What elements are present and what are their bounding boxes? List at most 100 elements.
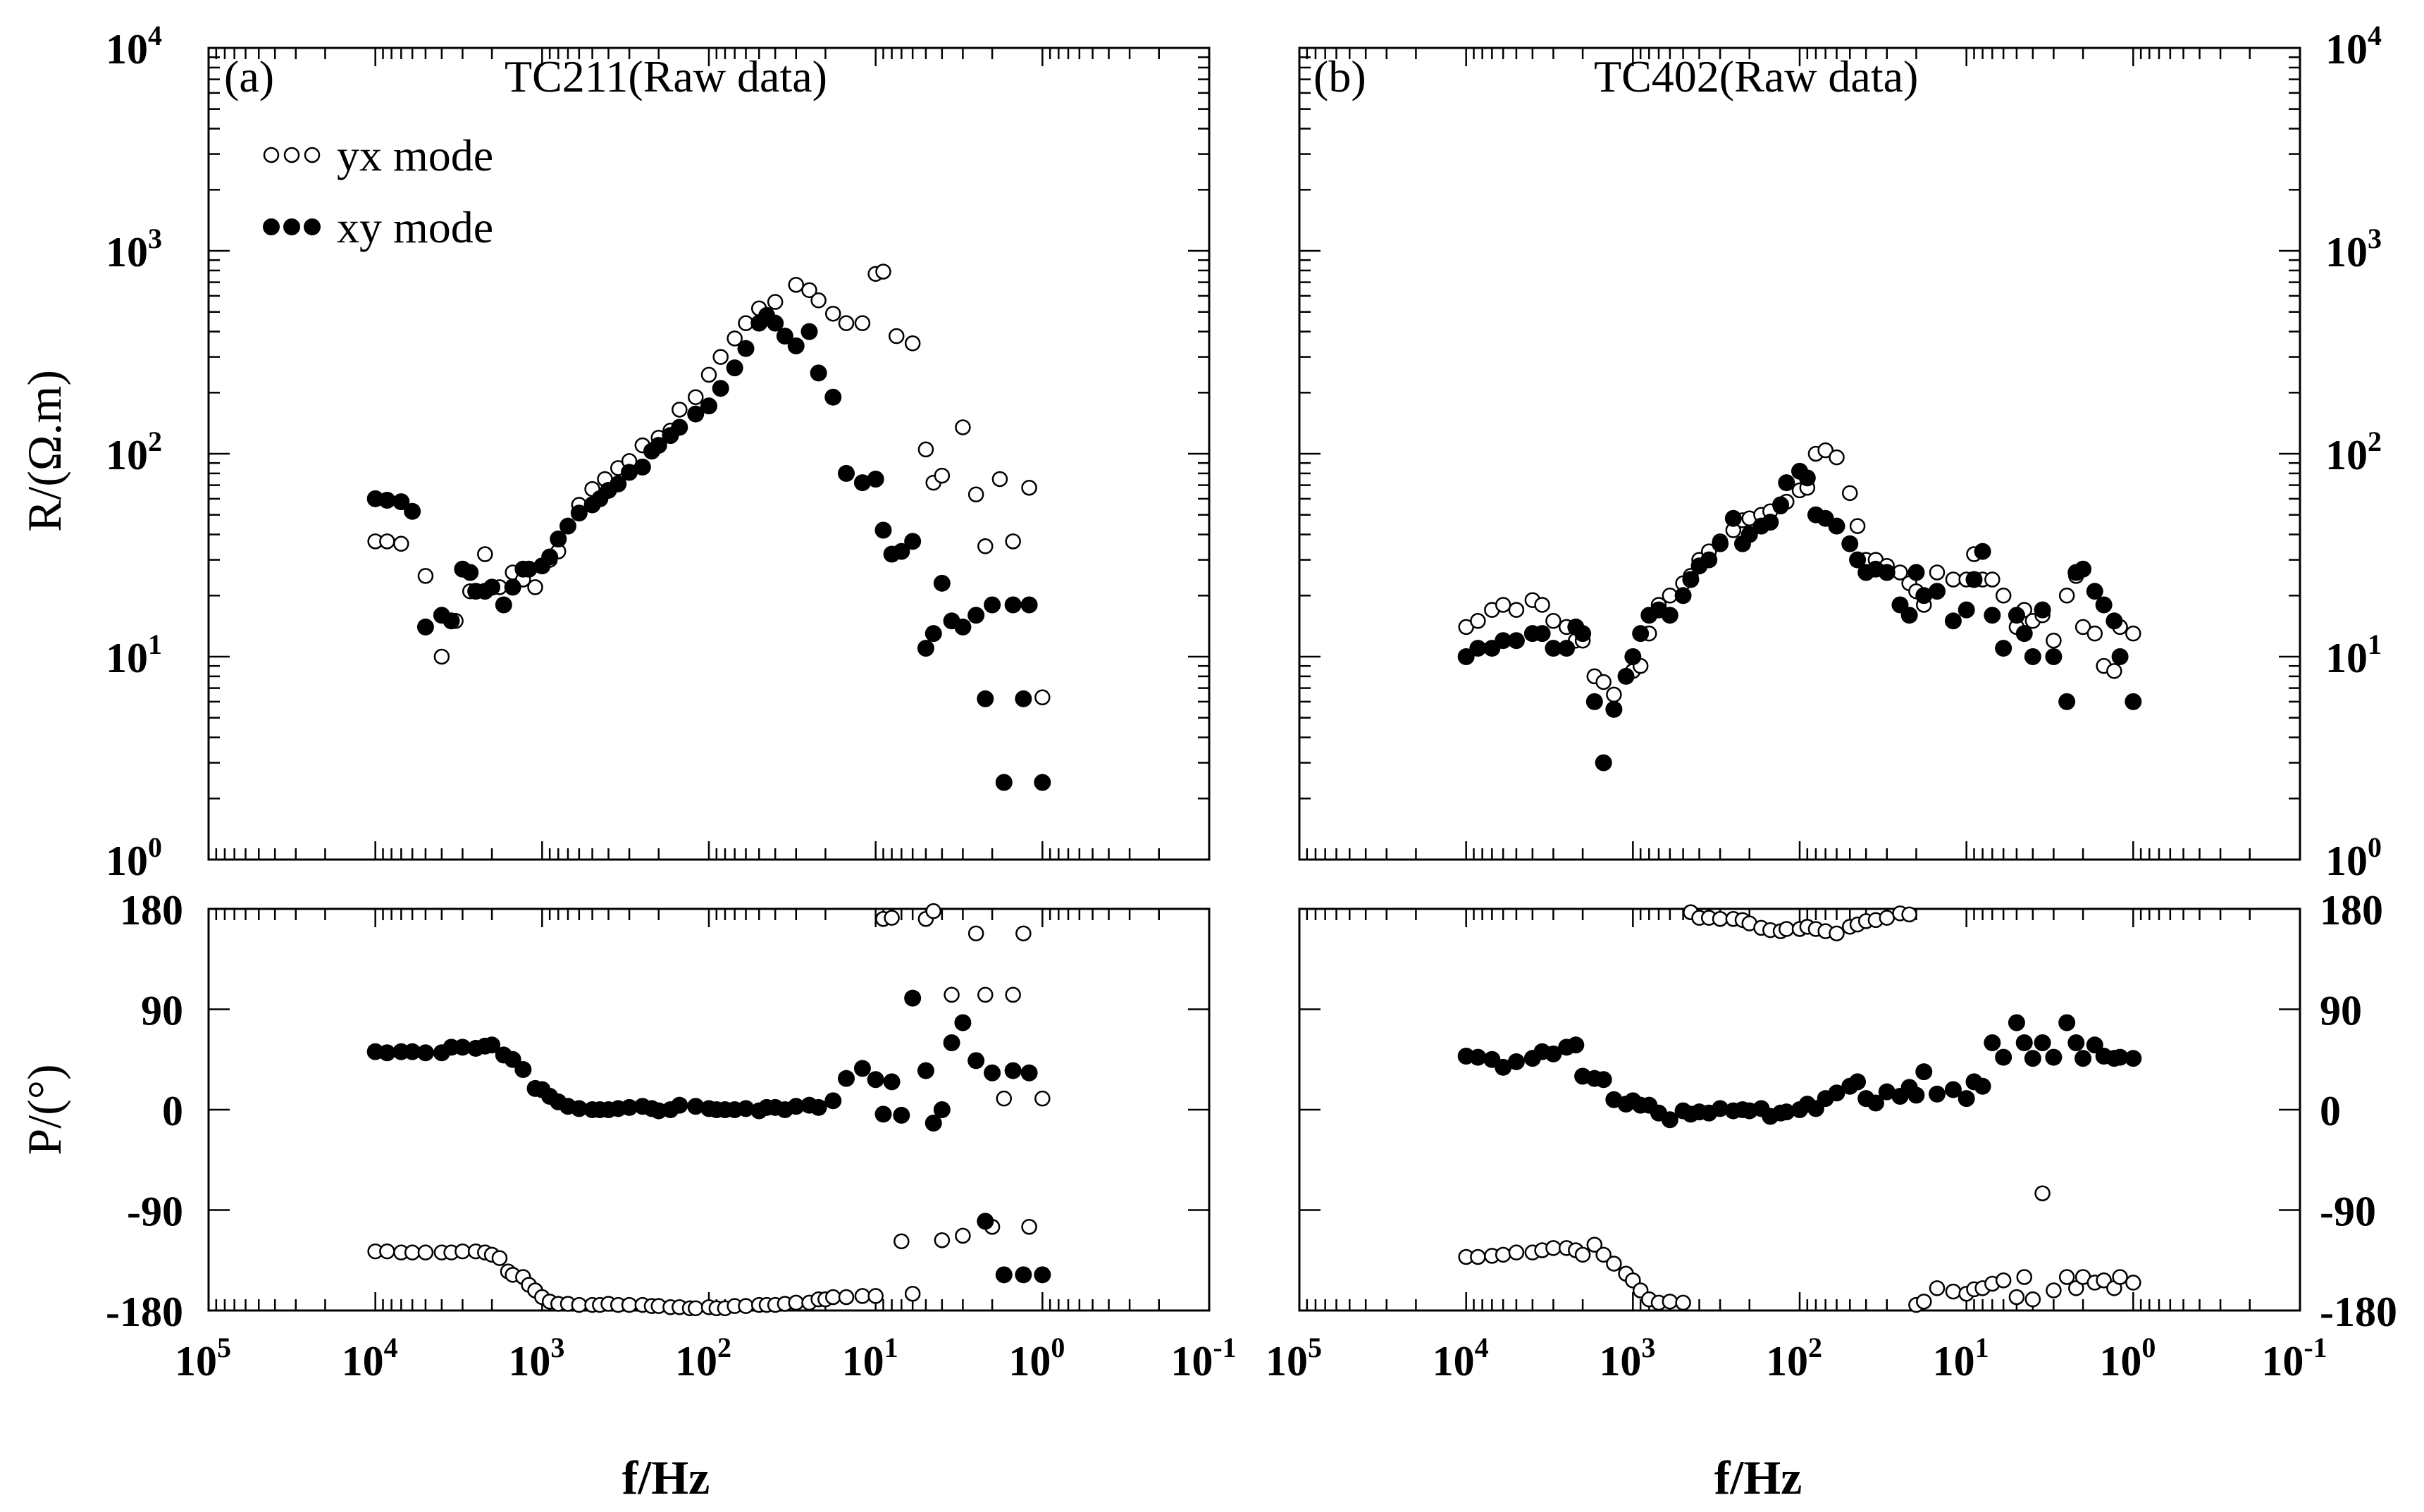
point-b-bottom-yx bbox=[1995, 1272, 2012, 1289]
point-b-top-xy bbox=[1944, 612, 1962, 630]
point-a-top-xy bbox=[893, 543, 910, 560]
point-a-top-xy bbox=[404, 502, 421, 520]
point-a-bottom-yx bbox=[788, 1294, 804, 1311]
point-b-top-xy bbox=[1849, 551, 1867, 569]
point-a-top-xy bbox=[1004, 596, 1022, 614]
point-b-top-yx bbox=[2086, 625, 2103, 642]
point-b-top-yx bbox=[1545, 613, 1562, 629]
point-a-bottom-xy bbox=[867, 1071, 884, 1089]
phase-tick-label-a: 0 bbox=[162, 1088, 183, 1134]
point-b-bottom-xy bbox=[1958, 1090, 1975, 1108]
point-a-bottom-yx bbox=[1005, 986, 1021, 1003]
point-b-bottom-xy bbox=[2024, 1050, 2041, 1067]
point-b-top-xy bbox=[1928, 583, 1946, 600]
point-b-top-xy bbox=[1661, 607, 1678, 624]
point-a-bottom-xy bbox=[570, 1100, 588, 1117]
point-a-top-yx bbox=[527, 579, 543, 595]
point-a-top-xy bbox=[995, 774, 1013, 791]
point-a-top-yx bbox=[888, 328, 905, 345]
point-b-top-xy bbox=[2074, 560, 2092, 578]
point-b-top-yx bbox=[1984, 571, 2001, 588]
point-b-top-xy bbox=[2024, 648, 2041, 665]
panel-a-title: TC211(Raw data) bbox=[505, 51, 827, 101]
point-b-bottom-yx bbox=[1586, 1237, 1603, 1253]
point-b-bottom-xy bbox=[1849, 1073, 1867, 1091]
point-b-top-xy bbox=[1974, 543, 1991, 560]
point-a-top-xy bbox=[800, 323, 818, 340]
panel-a-label: (a) bbox=[224, 51, 274, 101]
point-a-top-yx bbox=[991, 471, 1008, 488]
point-b-top-xy bbox=[1915, 587, 1933, 605]
point-b-bottom-xy bbox=[1567, 1036, 1585, 1054]
point-b-bottom-yx bbox=[2058, 1269, 2075, 1285]
point-a-top-xy bbox=[737, 340, 755, 357]
legend-yx-marker bbox=[304, 147, 321, 163]
point-b-top-xy bbox=[1507, 632, 1525, 650]
point-a-bottom-xy bbox=[787, 1098, 805, 1115]
y-tick-label-a: 103 bbox=[106, 223, 162, 275]
point-a-bottom-xy bbox=[1004, 1062, 1022, 1079]
point-b-bottom-yx bbox=[1879, 910, 1895, 926]
point-b-bottom-yx bbox=[1662, 1294, 1678, 1310]
point-b-bottom-xy bbox=[1984, 1034, 2001, 1051]
point-a-bottom-xy bbox=[1034, 1266, 1051, 1284]
point-a-bottom-xy bbox=[671, 1096, 688, 1114]
legend-yx-label: yx mode bbox=[337, 130, 493, 180]
point-a-bottom-xy bbox=[416, 1044, 434, 1062]
point-a-top-xy bbox=[787, 337, 805, 354]
legend-yx-marker bbox=[263, 147, 280, 163]
point-a-top-yx bbox=[1034, 689, 1051, 706]
point-a-top-yx bbox=[700, 366, 717, 383]
point-a-top-xy bbox=[853, 474, 871, 492]
point-b-top-yx bbox=[2074, 619, 2091, 636]
point-b-top-xy bbox=[2008, 607, 2025, 624]
point-a-bottom-xy bbox=[1020, 1064, 1038, 1082]
point-b-bottom-xy bbox=[1907, 1086, 1925, 1104]
point-b-top-xy bbox=[1558, 640, 1576, 657]
point-a-bottom-xy bbox=[824, 1092, 842, 1110]
point-b-top-xy bbox=[1984, 607, 2001, 624]
point-a-top-xy bbox=[904, 533, 922, 550]
point-a-top-xy bbox=[462, 564, 479, 581]
point-a-top-xy bbox=[776, 328, 793, 345]
phase-tick-label-b: -90 bbox=[2320, 1189, 2376, 1235]
point-b-top-xy bbox=[1545, 640, 1562, 657]
point-b-bottom-xy bbox=[2034, 1034, 2051, 1051]
point-a-bottom-yx bbox=[838, 1289, 855, 1306]
point-a-top-xy bbox=[495, 596, 512, 614]
point-b-bottom-xy bbox=[1712, 1100, 1729, 1117]
point-a-bottom-yx bbox=[854, 1288, 871, 1304]
point-a-top-xy bbox=[378, 491, 396, 509]
legend-xy-marker bbox=[304, 218, 321, 235]
point-b-bottom-xy bbox=[1928, 1085, 1946, 1103]
point-b-bottom-yx bbox=[1574, 1246, 1591, 1263]
y-tick-label-a: 101 bbox=[106, 628, 162, 681]
point-b-top-yx bbox=[2058, 588, 2075, 604]
y-tick-label-a: 104 bbox=[106, 20, 162, 73]
point-a-bottom-yx bbox=[1021, 1219, 1037, 1235]
point-a-top-xy bbox=[977, 690, 994, 707]
point-a-bottom-yx bbox=[404, 1244, 421, 1260]
point-b-top-yx bbox=[1849, 518, 1866, 534]
point-b-bottom-xy bbox=[1995, 1048, 2012, 1066]
point-a-top-xy bbox=[1015, 690, 1032, 707]
point-a-top-yx bbox=[854, 315, 871, 331]
point-b-bottom-yx bbox=[2068, 1280, 2084, 1296]
y-tick-label-b: 103 bbox=[2325, 223, 2382, 275]
point-a-bottom-xy bbox=[977, 1213, 994, 1230]
point-b-top-xy bbox=[1632, 625, 1650, 643]
plot-frames bbox=[207, 47, 2301, 1312]
point-a-top-xy bbox=[520, 560, 538, 578]
point-b-bottom-yx bbox=[1829, 925, 1845, 942]
point-a-bottom-yx bbox=[688, 1300, 704, 1317]
point-a-top-xy bbox=[810, 364, 827, 382]
point-a-bottom-yx bbox=[455, 1243, 471, 1260]
point-b-bottom-xy bbox=[1778, 1103, 1795, 1121]
point-a-bottom-yx bbox=[955, 1227, 971, 1244]
point-a-bottom-yx bbox=[1015, 925, 1032, 942]
point-b-bottom-yx bbox=[2016, 1269, 2032, 1285]
point-b-top-xy bbox=[1585, 693, 1603, 710]
point-b-top-xy bbox=[1595, 754, 1612, 772]
point-a-top-xy bbox=[483, 578, 501, 596]
phase-tick-label-b: 90 bbox=[2320, 988, 2362, 1034]
